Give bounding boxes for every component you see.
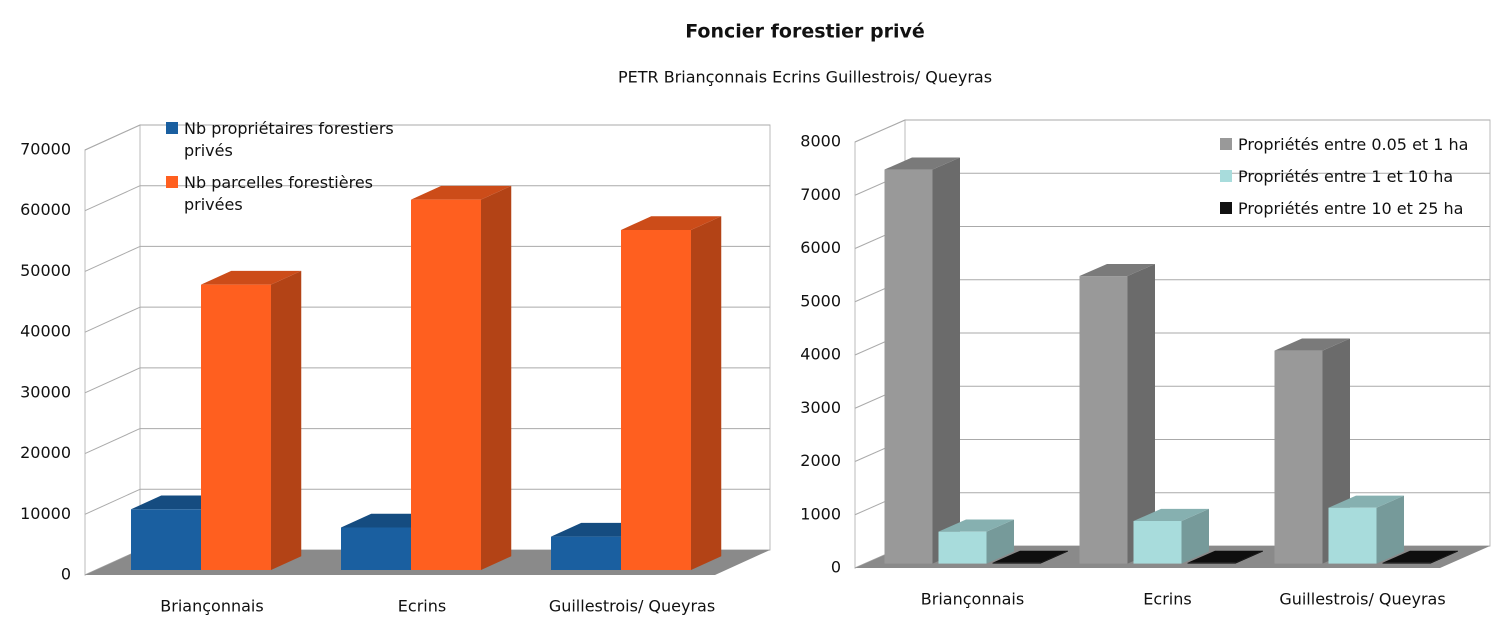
x-tick-label: Ecrins — [398, 597, 446, 616]
x-tick-label: Guillestrois/ Queyras — [549, 597, 715, 616]
grid-line — [84, 428, 141, 455]
y-tick-label: 8000 — [800, 132, 841, 151]
bar — [1382, 562, 1431, 564]
bar-side — [986, 519, 1014, 564]
chart-title: Foncier forestier privé — [685, 21, 925, 43]
legend-swatch — [1220, 138, 1232, 150]
x-tick-label: Ecrins — [1143, 590, 1191, 609]
bar-side — [691, 216, 722, 570]
legend-label: Propriétés entre 0.05 et 1 ha — [1238, 135, 1469, 154]
bar — [1274, 350, 1323, 564]
legend-item: Nb parcelles forestières privées — [166, 172, 416, 216]
bar-top — [1274, 338, 1350, 351]
bar-top — [201, 270, 302, 285]
legend-swatch — [1220, 202, 1232, 214]
x-tick-label: Briançonnais — [160, 597, 263, 616]
bar-top — [621, 216, 722, 230]
y-tick-label: 30000 — [20, 382, 71, 401]
y-tick-label: 5000 — [800, 291, 841, 310]
y-tick-label: 0 — [831, 558, 841, 577]
legend-swatch — [166, 122, 178, 134]
bar — [621, 230, 691, 570]
grid-line — [84, 124, 141, 151]
y-tick-label: 20000 — [20, 443, 71, 462]
legend-swatch — [166, 176, 178, 188]
bar — [1133, 521, 1182, 564]
bar-top — [1328, 495, 1404, 508]
grid-line — [854, 119, 906, 143]
bar-top — [411, 185, 512, 200]
bar-top — [1187, 550, 1263, 563]
y-tick-label: 70000 — [20, 140, 71, 159]
grid-line — [84, 488, 141, 515]
bar-side — [1430, 550, 1458, 564]
bar-top — [884, 157, 960, 170]
bar — [938, 531, 987, 564]
bar — [992, 562, 1041, 564]
grid-line — [84, 245, 141, 272]
y-tick-label: 10000 — [20, 504, 71, 523]
legend-item: Propriétés entre 0.05 et 1 ha — [1220, 134, 1495, 156]
bar — [341, 527, 411, 570]
y-tick-label: 7000 — [800, 185, 841, 204]
y-tick-label: 40000 — [20, 322, 71, 341]
y-tick-label: 50000 — [20, 261, 71, 280]
bar-side — [932, 157, 960, 564]
bar — [411, 199, 481, 570]
legend-label: Propriétés entre 10 et 25 ha — [1238, 199, 1464, 218]
legend-label: Nb propriétaires forestiers privés — [184, 119, 394, 160]
legend: Nb propriétaires forestiers privés Nb par… — [166, 118, 416, 226]
x-tick-label: Briançonnais — [921, 590, 1024, 609]
bar — [884, 169, 933, 564]
bar-top — [992, 550, 1068, 563]
bar — [1187, 562, 1236, 564]
bar-top — [1079, 263, 1155, 277]
bar-top — [1133, 508, 1209, 521]
bar — [131, 509, 201, 570]
x-tick-label: Guillestrois/ Queyras — [1279, 590, 1445, 609]
legend: Propriétés entre 0.05 et 1 ha Propriétés … — [1220, 134, 1495, 230]
legend-label: Nb parcelles forestières privées — [184, 173, 373, 214]
legend-swatch — [1220, 170, 1232, 182]
bar-side — [271, 270, 302, 570]
chart-subtitle: PETR Briançonnais Ecrins Guillestrois/ Q… — [618, 68, 992, 87]
bar-side — [1127, 263, 1155, 564]
legend-item: Propriétés entre 10 et 25 ha — [1220, 198, 1495, 220]
bar — [201, 284, 271, 570]
legend-item: Propriétés entre 1 et 10 ha — [1220, 166, 1495, 188]
y-tick-label: 6000 — [800, 238, 841, 257]
y-tick-label: 3000 — [800, 398, 841, 417]
bar-side — [1181, 508, 1209, 564]
bar-top — [1382, 550, 1458, 563]
grid-line — [84, 367, 141, 394]
legend-item: Nb propriétaires forestiers privés — [166, 118, 416, 162]
bar — [1328, 507, 1377, 564]
bar-side — [1040, 550, 1068, 564]
y-tick-label: 0 — [61, 565, 71, 584]
y-tick-label: 4000 — [800, 345, 841, 364]
bar-top — [938, 519, 1014, 532]
grid-line — [84, 185, 141, 212]
side-wall — [84, 124, 141, 576]
bar-side — [1376, 495, 1404, 564]
bar — [551, 536, 621, 570]
grid-line — [84, 306, 141, 333]
bar-side — [1235, 550, 1263, 564]
y-tick-label: 2000 — [800, 451, 841, 470]
y-tick-label: 60000 — [20, 200, 71, 219]
y-tick-label: 1000 — [800, 504, 841, 523]
bar — [1079, 276, 1128, 564]
legend-label: Propriétés entre 1 et 10 ha — [1238, 167, 1454, 186]
bar-side — [481, 185, 512, 570]
